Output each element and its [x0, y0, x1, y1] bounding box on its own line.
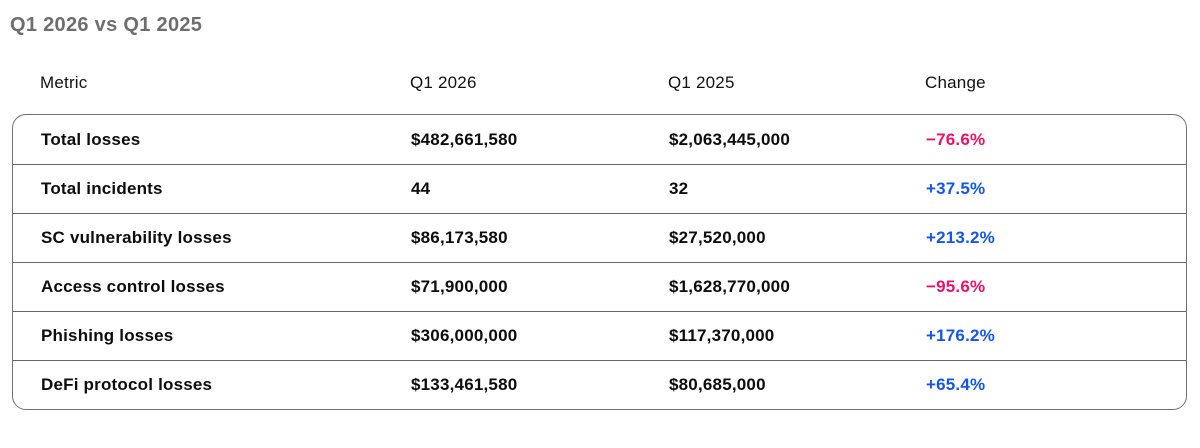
metric-name: Access control losses — [41, 277, 225, 296]
metric-name: Total incidents — [41, 179, 163, 198]
q1-2025-value: $80,685,000 — [669, 375, 766, 394]
q1-2026-value: $133,461,580 — [411, 375, 518, 394]
q1-2025-value: $117,370,000 — [669, 326, 775, 345]
q1-2026-value: $86,173,580 — [411, 228, 508, 247]
q1-2026-value: $71,900,000 — [411, 277, 508, 296]
table-header: Metric Q1 2026 Q1 2025 Change — [12, 72, 1187, 94]
metric-name: Total losses — [41, 129, 141, 149]
change-value: −76.6% — [926, 129, 986, 149]
metric-name: DeFi protocol losses — [41, 375, 213, 394]
metric-name: SC vulnerability losses — [41, 228, 232, 247]
q1-2025-value: $2,063,445,000 — [669, 129, 790, 149]
table-row: Total incidents 44 32 +37.5% — [13, 164, 1186, 213]
change-value: +213.2% — [926, 228, 995, 247]
column-header-metric: Metric — [40, 73, 88, 92]
comparison-table: Total losses $482,661,580 $2,063,445,000… — [12, 114, 1187, 410]
q1-2025-value: $27,520,000 — [669, 228, 766, 247]
table-row: DeFi protocol losses $133,461,580 $80,68… — [13, 360, 1186, 409]
table-row: Total losses $482,661,580 $2,063,445,000… — [13, 115, 1186, 164]
metric-name: Phishing losses — [41, 326, 174, 345]
page-title: Q1 2026 vs Q1 2025 — [10, 14, 203, 36]
change-value: +176.2% — [926, 326, 995, 345]
q1-2025-value: $1,628,770,000 — [669, 277, 790, 296]
column-header-change: Change — [925, 73, 986, 92]
column-header-q1-2025: Q1 2025 — [668, 73, 735, 92]
q1-2026-value: 44 — [411, 179, 431, 198]
change-value: −95.6% — [926, 277, 986, 296]
table-row: Phishing losses $306,000,000 $117,370,00… — [13, 311, 1186, 360]
column-header-q1-2026: Q1 2026 — [410, 73, 477, 92]
q1-2026-value: $306,000,000 — [411, 326, 518, 345]
q1-2025-value: 32 — [669, 179, 689, 198]
change-value: +65.4% — [926, 375, 986, 394]
table-row: Access control losses $71,900,000 $1,628… — [13, 262, 1186, 311]
table-row: SC vulnerability losses $86,173,580 $27,… — [13, 213, 1186, 262]
change-value: +37.5% — [926, 179, 986, 198]
q1-2026-value: $482,661,580 — [411, 129, 518, 149]
